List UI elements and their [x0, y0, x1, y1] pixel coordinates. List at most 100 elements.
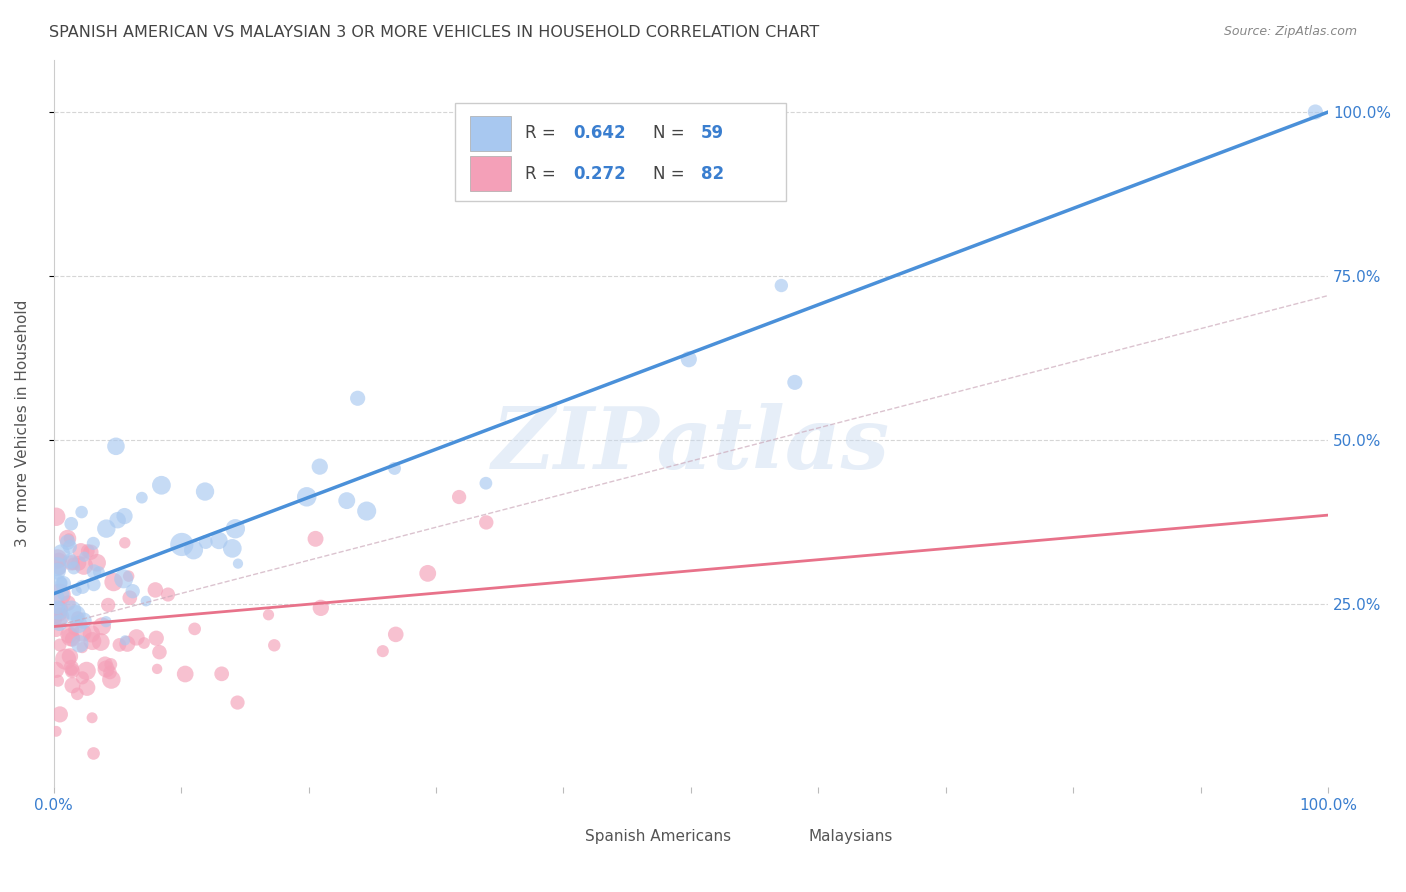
Text: SPANISH AMERICAN VS MALAYSIAN 3 OR MORE VEHICLES IN HOUSEHOLD CORRELATION CHART: SPANISH AMERICAN VS MALAYSIAN 3 OR MORE …: [49, 25, 820, 40]
Point: [45, 623, 67, 637]
Point: [48, 602, 70, 616]
Point: [60, 664, 83, 678]
Text: 82: 82: [702, 165, 724, 183]
Point: [60, 516, 83, 531]
Point: [148, 645, 170, 659]
Point: [104, 439, 127, 453]
Point: [49, 607, 72, 622]
Point: [59, 554, 82, 568]
Text: 0.642: 0.642: [574, 124, 626, 142]
Point: [96, 522, 118, 536]
Point: [449, 490, 471, 504]
Point: [224, 522, 246, 536]
Point: [308, 459, 330, 474]
Point: [76, 664, 98, 678]
Point: [475, 476, 498, 491]
Point: [114, 536, 136, 550]
Point: [72, 671, 94, 685]
Point: [257, 607, 280, 622]
Point: [49, 638, 72, 652]
Point: [62, 632, 84, 646]
Point: [135, 594, 157, 608]
Point: [475, 516, 498, 530]
Point: [45, 509, 67, 524]
Point: [114, 633, 136, 648]
Point: [66, 687, 89, 701]
Point: [131, 491, 153, 505]
Point: [108, 638, 131, 652]
Point: [125, 631, 148, 645]
Point: [114, 509, 136, 524]
Point: [58, 628, 80, 642]
Point: [384, 627, 406, 641]
Point: [356, 504, 378, 518]
Text: 0.272: 0.272: [574, 165, 626, 183]
FancyBboxPatch shape: [471, 116, 512, 151]
Point: [48, 588, 70, 602]
Point: [59, 540, 82, 554]
Point: [97, 598, 120, 612]
Point: [62, 623, 84, 637]
Point: [304, 532, 326, 546]
Point: [59, 630, 82, 644]
Point: [58, 532, 80, 546]
Point: [145, 631, 167, 645]
Point: [103, 575, 125, 590]
Point: [73, 558, 96, 573]
Point: [51, 575, 73, 590]
Point: [56, 596, 79, 610]
Point: [59, 649, 82, 664]
Point: [156, 588, 179, 602]
Point: [100, 673, 122, 687]
Point: [346, 391, 368, 405]
Point: [107, 513, 129, 527]
Point: [55, 652, 77, 666]
Point: [295, 490, 318, 504]
Point: [52, 576, 75, 591]
Point: [72, 625, 94, 640]
Point: [121, 584, 143, 599]
FancyBboxPatch shape: [471, 156, 512, 191]
Text: Malaysians: Malaysians: [808, 829, 893, 844]
Point: [70, 544, 93, 558]
Text: N =: N =: [652, 124, 689, 142]
Point: [46, 552, 69, 566]
Point: [174, 667, 197, 681]
Point: [221, 541, 243, 556]
FancyBboxPatch shape: [544, 822, 567, 850]
Point: [52, 588, 75, 602]
Point: [226, 557, 249, 571]
Point: [48, 561, 70, 575]
Point: [56, 532, 79, 546]
Point: [49, 609, 72, 624]
Point: [60, 556, 83, 570]
Point: [70, 505, 93, 519]
Point: [46, 604, 69, 618]
Point: [45, 609, 67, 624]
Point: [60, 603, 83, 617]
Point: [46, 600, 69, 615]
Text: 59: 59: [702, 124, 724, 142]
Point: [91, 619, 114, 633]
Point: [66, 583, 89, 598]
Point: [183, 542, 205, 557]
FancyBboxPatch shape: [456, 103, 786, 202]
Point: [48, 553, 70, 567]
Point: [208, 533, 231, 548]
Point: [60, 664, 83, 678]
Point: [73, 549, 96, 564]
Point: [770, 278, 793, 293]
Point: [194, 535, 217, 549]
Point: [69, 637, 91, 651]
Point: [45, 663, 67, 677]
Point: [783, 376, 806, 390]
Point: [76, 681, 98, 695]
Point: [56, 535, 79, 549]
Point: [83, 747, 105, 761]
Point: [98, 665, 121, 680]
Point: [72, 614, 94, 628]
Point: [46, 673, 69, 688]
Text: ZIPatlas: ZIPatlas: [492, 403, 890, 487]
Point: [46, 590, 69, 604]
Text: R =: R =: [526, 165, 561, 183]
